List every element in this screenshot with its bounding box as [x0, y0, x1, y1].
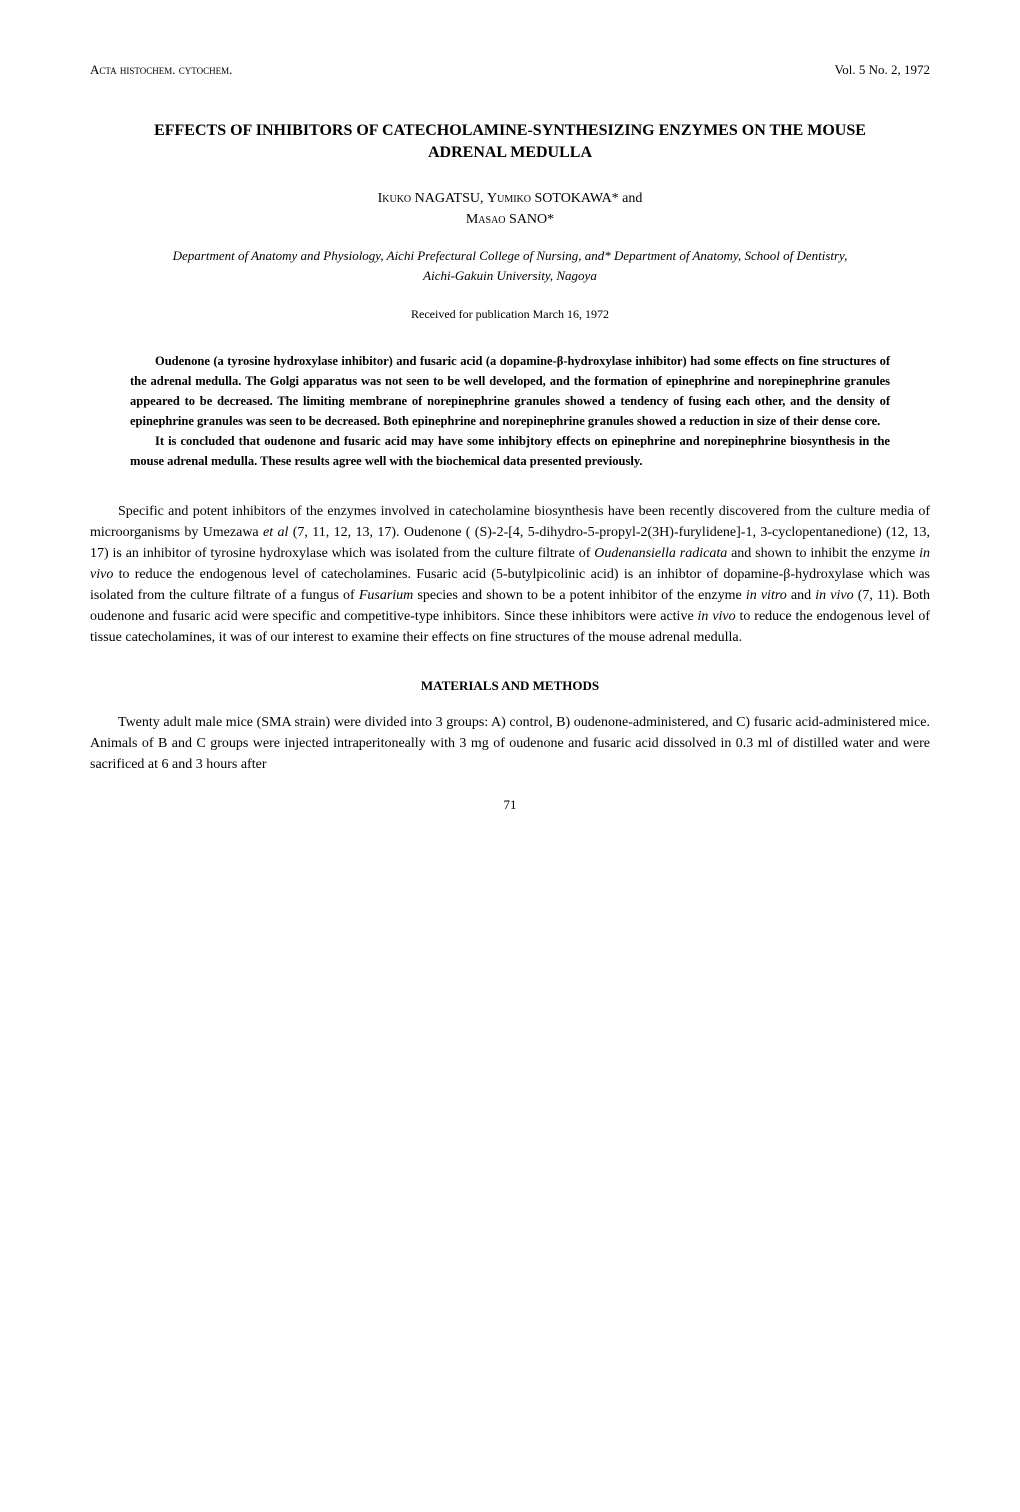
author-2-first: Yumiko	[487, 191, 531, 206]
author-1-first: Ikuko	[378, 191, 412, 206]
author-3-first: Masao	[466, 212, 506, 227]
journal-header: Acta histochem. cytochem. Vol. 5 No. 2, …	[90, 60, 930, 80]
authors-block: Ikuko NAGATSU, Yumiko SOTOKAWA* and Masa…	[90, 188, 930, 230]
methods-paragraph: Twenty adult male mice (SMA strain) were…	[90, 712, 930, 775]
author-2-last: SOTOKAWA* and	[531, 191, 642, 206]
intro-paragraph: Specific and potent inhibitors of the en…	[90, 501, 930, 648]
author-1-last: NAGATSU,	[411, 191, 487, 206]
body-text: Specific and potent inhibitors of the en…	[90, 501, 930, 648]
author-3-last: SANO*	[506, 212, 555, 227]
abstract-para-2: It is concluded that oudenone and fusari…	[130, 431, 890, 471]
received-date: Received for publication March 16, 1972	[90, 305, 930, 323]
section-heading-methods: MATERIALS AND METHODS	[90, 676, 930, 696]
journal-name: Acta histochem. cytochem.	[90, 60, 232, 80]
methods-text: Twenty adult male mice (SMA strain) were…	[90, 712, 930, 775]
abstract: Oudenone (a tyrosine hydroxylase inhibit…	[130, 351, 890, 471]
abstract-para-1: Oudenone (a tyrosine hydroxylase inhibit…	[130, 351, 890, 431]
volume-issue: Vol. 5 No. 2, 1972	[835, 60, 930, 80]
article-title: EFFECTS OF INHIBITORS OF CATECHOLAMINE-S…	[150, 120, 870, 165]
page-number: 71	[90, 795, 930, 815]
affiliation: Department of Anatomy and Physiology, Ai…	[170, 246, 850, 285]
